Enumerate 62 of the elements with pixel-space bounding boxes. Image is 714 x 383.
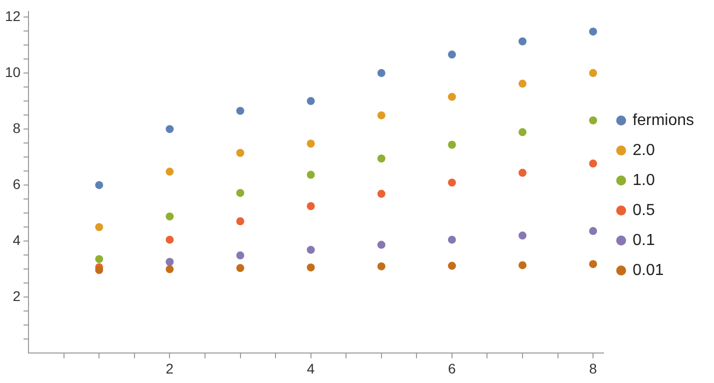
- point: [236, 188, 244, 197]
- point: [306, 97, 315, 106]
- point: [589, 28, 598, 36]
- y-tick-label: 6: [12, 176, 21, 192]
- y-tick-label: 10: [4, 64, 21, 80]
- point: [377, 69, 386, 78]
- point: [166, 236, 174, 244]
- point: [448, 262, 456, 270]
- y-tick-label: 12: [4, 8, 21, 24]
- point: [377, 262, 386, 270]
- x-tick-label: 2: [166, 360, 174, 376]
- point: [518, 80, 527, 88]
- point: [589, 260, 598, 268]
- point: [95, 255, 104, 264]
- legend-label: fermions: [632, 112, 694, 129]
- point: [306, 202, 315, 210]
- point: [236, 106, 244, 115]
- legend-label: 1.0: [632, 172, 655, 189]
- point: [518, 232, 527, 240]
- point: [377, 154, 386, 162]
- point: [448, 92, 456, 101]
- point: [95, 181, 104, 190]
- x-tick-label: 4: [306, 360, 315, 376]
- point: [236, 217, 244, 226]
- point: [589, 116, 598, 124]
- point: [166, 258, 174, 266]
- point: [589, 69, 598, 78]
- x-tick-label: 8: [589, 360, 598, 376]
- point: [306, 246, 315, 254]
- point: [518, 261, 527, 270]
- point: [377, 190, 386, 198]
- legend-label: 0.5: [632, 202, 655, 219]
- point: [377, 111, 386, 120]
- point: [166, 125, 174, 134]
- point: [306, 170, 315, 179]
- point: [448, 178, 456, 187]
- point: [448, 50, 456, 59]
- y-tick-label: 2: [12, 288, 21, 304]
- y-tick-label: 4: [12, 232, 21, 248]
- legend-label: 0.1: [632, 232, 655, 249]
- point: [236, 264, 244, 272]
- point: [589, 160, 598, 168]
- point: [518, 168, 527, 177]
- point: [95, 223, 104, 232]
- point: [306, 263, 315, 272]
- point: [166, 168, 174, 176]
- point: [95, 266, 104, 274]
- y-tick-label: 8: [12, 120, 21, 136]
- point: [518, 128, 527, 136]
- x-tick-label: 6: [448, 360, 456, 376]
- point: [236, 251, 244, 260]
- point: [448, 140, 456, 149]
- legend-label: 0.01: [632, 262, 664, 279]
- point: [518, 37, 527, 46]
- point: [448, 236, 456, 244]
- point: [306, 140, 315, 148]
- point: [166, 265, 174, 274]
- point: [377, 240, 386, 249]
- point: [589, 227, 598, 236]
- legend-label: 2.0: [632, 142, 655, 159]
- point: [166, 212, 174, 220]
- point: [236, 148, 244, 157]
